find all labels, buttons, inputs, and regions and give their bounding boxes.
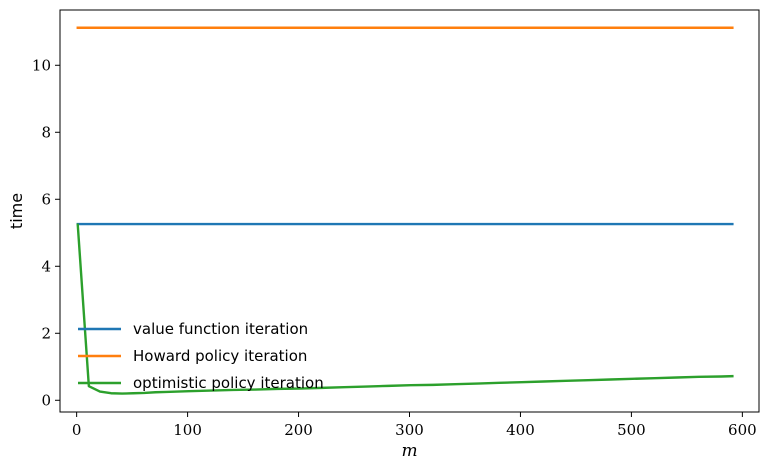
y-tick-label: 2 [41,324,51,342]
x-tick-label: 600 [728,421,757,439]
y-tick-label: 8 [41,123,51,141]
legend-label: Howard policy iteration [133,347,307,365]
x-tick-label: 400 [506,421,535,439]
x-axis: 0 100 200 300 400 500 600 [72,412,757,439]
x-tick-label: 200 [284,421,313,439]
legend-label: value function iteration [133,320,308,338]
legend: value function iteration Howard policy it… [78,320,324,392]
y-tick-label: 10 [32,56,51,74]
legend-label: optimistic policy iteration [133,374,324,392]
x-tick-label: 300 [395,421,424,439]
y-axis-label: time [7,193,26,229]
y-axis: 0 2 4 6 8 10 [32,56,60,409]
y-tick-label: 0 [41,391,51,409]
series-line-3 [76,223,734,395]
x-tick-label: 500 [617,421,646,439]
x-axis-label: m [401,441,417,461]
y-tick-label: 4 [41,257,51,275]
x-tick-label: 0 [72,421,82,439]
plot-lines [76,26,734,395]
y-tick-label: 6 [41,190,51,208]
x-tick-label: 100 [173,421,202,439]
